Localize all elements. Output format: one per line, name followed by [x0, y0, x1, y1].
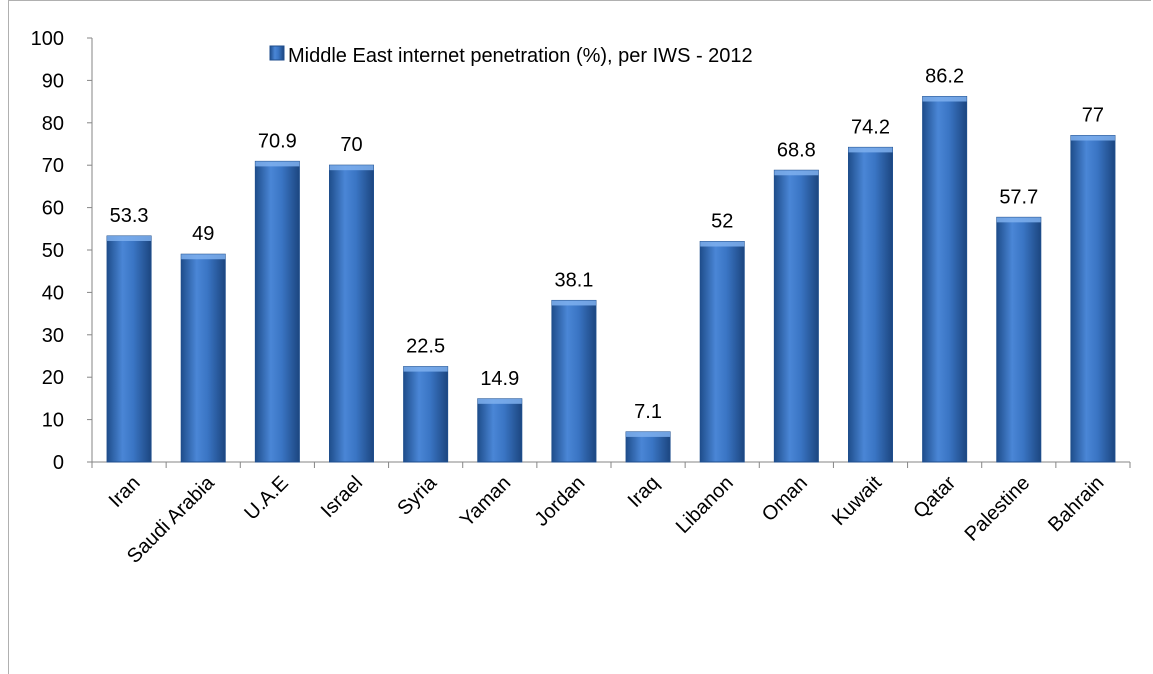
legend-swatch	[269, 45, 285, 61]
bar	[996, 216, 1042, 463]
data-label: 74.2	[851, 116, 890, 138]
data-label: 57.7	[999, 186, 1038, 208]
bar-cap	[181, 254, 226, 260]
data-label: 70.9	[258, 130, 297, 152]
x-tick-label: Iran	[105, 472, 145, 512]
bar	[180, 253, 226, 463]
y-tick-label: 50	[42, 240, 64, 262]
data-label: 22.5	[406, 336, 445, 358]
y-tick-label: 100	[31, 28, 64, 50]
bar-cap	[551, 300, 596, 306]
x-tick-label: Qatar	[909, 472, 960, 523]
x-tick-label: Syria	[393, 471, 441, 519]
y-tick-label: 70	[42, 155, 64, 177]
bar-body	[773, 169, 819, 463]
bar-cap	[700, 241, 745, 247]
data-label: 53.3	[110, 205, 149, 227]
bar-cap	[1070, 135, 1115, 141]
bar	[403, 366, 449, 463]
bar-cap	[848, 147, 893, 153]
data-label: 70	[340, 134, 362, 156]
bars	[106, 96, 1116, 463]
y-tick-label: 90	[42, 70, 64, 92]
bar	[922, 96, 968, 463]
bar-body	[551, 299, 597, 463]
bar-cap	[255, 161, 300, 167]
bar	[848, 146, 893, 463]
data-label: 52	[711, 211, 733, 233]
bar	[551, 299, 597, 463]
y-tick-label: 30	[42, 325, 64, 347]
bar-cap	[107, 236, 152, 242]
x-tick-label: Yaman	[456, 472, 515, 531]
bar	[773, 169, 819, 463]
x-tick-label: Israel	[317, 472, 367, 522]
x-tick-label: Oman	[758, 472, 812, 526]
legend-label: Middle East internet penetration (%), pe…	[288, 45, 753, 67]
y-tick-label: 0	[53, 452, 64, 474]
bar-cap	[626, 431, 671, 437]
x-tick-label: Palestine	[961, 472, 1035, 546]
y-tick-label: 60	[42, 198, 64, 220]
bar	[1070, 135, 1116, 463]
bar-body	[922, 96, 968, 463]
x-tick-label: U.A.E	[240, 472, 293, 525]
bar	[329, 164, 374, 463]
y-tick-label: 40	[42, 282, 64, 304]
bar-body	[625, 431, 671, 463]
data-label: 77	[1082, 105, 1104, 127]
chart-frame	[8, 0, 1151, 674]
y-tick-label: 10	[42, 410, 64, 432]
bar	[254, 160, 300, 463]
bar-cap	[996, 217, 1041, 223]
bar-cap	[403, 366, 448, 372]
bar-body	[180, 253, 226, 463]
bar-body	[106, 235, 152, 463]
axes: 0 10 20 30 40 50 60 70 80 90 100	[31, 28, 1131, 474]
bar	[477, 398, 523, 463]
bar-body	[1070, 135, 1116, 463]
bar-body	[329, 164, 374, 463]
bar	[625, 431, 671, 463]
bar	[699, 241, 745, 463]
bar-cap	[922, 96, 967, 102]
x-tick-label: Bahrain	[1044, 472, 1108, 536]
legend: Middle East internet penetration (%), pe…	[269, 45, 753, 67]
bar-body	[699, 241, 745, 463]
data-label: 49	[192, 223, 214, 245]
bar-cap	[329, 165, 374, 171]
x-tick-label: Libanon	[672, 472, 738, 538]
data-label: 14.9	[480, 368, 519, 390]
y-tick-label: 80	[42, 113, 64, 135]
bar-body	[996, 216, 1042, 463]
bar-body	[848, 146, 893, 463]
bar-body	[403, 366, 449, 463]
data-label: 7.1	[634, 401, 662, 423]
bar-body	[254, 160, 300, 463]
bar-body	[477, 398, 523, 463]
y-tick-label: 20	[42, 367, 64, 389]
data-label: 86.2	[925, 66, 964, 88]
x-tick-label: Jordan	[531, 472, 590, 531]
x-tick-label: Iraq	[624, 472, 664, 512]
data-label: 68.8	[777, 139, 816, 161]
bar	[106, 235, 152, 463]
data-label: 38.1	[554, 269, 593, 291]
x-tick-label: Kuwait	[828, 472, 886, 530]
bar-cap	[477, 398, 522, 404]
bar-cap	[774, 170, 819, 176]
